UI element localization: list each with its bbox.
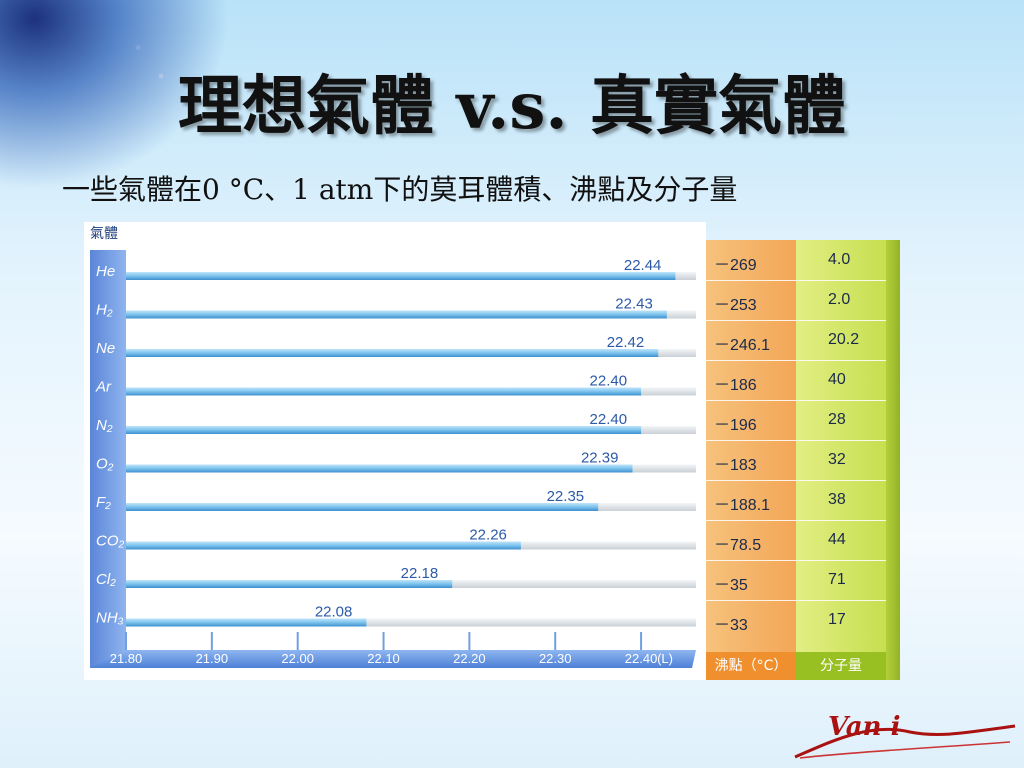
molar-volume-chart: 氣體 He 22.44 H₂ 22.43 Ne 22.42 Ar 22.40 N₂ 22.40 O₂… xyxy=(90,226,696,668)
value-label: 22.18 xyxy=(401,565,439,582)
boiling-point-cell: －188.1 xyxy=(714,497,771,514)
value-label: 22.39 xyxy=(581,450,619,467)
x-tick-label: 21.80 xyxy=(110,651,143,666)
table-row-divider xyxy=(706,560,886,561)
molar-mass-cell: 20.2 xyxy=(828,331,860,348)
bar-NH3 xyxy=(126,618,367,627)
bar-He xyxy=(126,272,676,280)
value-label: 22.44 xyxy=(624,257,662,274)
boiling-point-cell: －186 xyxy=(714,377,757,394)
table-row-divider xyxy=(706,280,886,281)
category-label: CO₂ xyxy=(96,533,125,550)
bar-Ne xyxy=(126,349,659,357)
table-row-divider xyxy=(706,480,886,481)
x-unit-label: (L) xyxy=(657,651,673,666)
value-label: 22.26 xyxy=(469,527,507,544)
table-row-divider xyxy=(706,400,886,401)
boiling-point-cell: －35 xyxy=(714,577,748,594)
molar-mass-cell: 71 xyxy=(828,571,846,588)
data-table: －269 4.0 －253 2.0 －246.1 20.2 －186 40 －196 28 －183… xyxy=(706,240,900,680)
boiling-point-cell: －183 xyxy=(714,457,757,474)
molar-mass-cell: 17 xyxy=(828,611,846,628)
boiling-point-cell: －246.1 xyxy=(714,337,771,354)
x-tick-label: 22.30 xyxy=(539,651,572,666)
boiling-point-header: 沸點（°C） xyxy=(706,652,796,680)
value-label: 22.42 xyxy=(607,334,645,351)
molar-mass-cell: 28 xyxy=(828,411,846,428)
bar-N2 xyxy=(126,426,642,434)
molar-mass-cell: 32 xyxy=(828,451,846,468)
molar-mass-cell: 40 xyxy=(828,371,846,388)
axis-floor xyxy=(90,650,696,668)
chart-panel: 氣體 He 22.44 H₂ 22.43 Ne 22.42 Ar 22.40 N₂ 22.40 O₂… xyxy=(84,222,706,680)
molar-mass-header: 分子量 xyxy=(796,652,886,680)
value-label: 22.35 xyxy=(547,488,585,505)
x-tick-label: 22.00 xyxy=(281,651,314,666)
category-label: H₂ xyxy=(96,302,113,319)
table-row-divider xyxy=(706,600,886,601)
value-label: 22.08 xyxy=(315,604,353,621)
column-side-face xyxy=(886,240,900,680)
logo-swoosh xyxy=(794,724,1016,759)
molar-mass-cell: 44 xyxy=(828,531,846,548)
x-tick-label: 22.40 xyxy=(625,651,658,666)
category-label: Ne xyxy=(96,340,115,357)
bar-H2 xyxy=(126,310,667,319)
x-tick-label: 22.20 xyxy=(453,651,486,666)
slide-title: 理想氣體 v.s. 真實氣體 xyxy=(178,69,846,144)
molar-mass-cell: 38 xyxy=(828,491,846,508)
boiling-point-cell: －196 xyxy=(714,417,757,434)
axis-wall xyxy=(90,250,126,668)
x-tick-label: 22.10 xyxy=(367,651,400,666)
value-label: 22.40 xyxy=(590,411,628,428)
category-label: N₂ xyxy=(96,417,113,434)
category-label: Ar xyxy=(95,379,112,396)
bar-F2 xyxy=(126,503,599,511)
x-tick-label: 21.90 xyxy=(196,651,229,666)
boiling-point-cell: －253 xyxy=(714,297,757,314)
molar-mass-column xyxy=(796,240,886,680)
bar-CO2 xyxy=(126,541,521,550)
table-row-divider xyxy=(706,320,886,321)
logo-text: Van i xyxy=(828,712,901,742)
corner-decoration xyxy=(0,0,230,190)
molar-mass-cell: 2.0 xyxy=(828,291,851,308)
table-row-divider xyxy=(706,360,886,361)
value-label: 22.43 xyxy=(615,296,653,313)
bar-ghost xyxy=(126,618,696,627)
bar-Ar xyxy=(126,387,642,396)
boiling-point-cell: －269 xyxy=(714,257,757,274)
y-axis-label: 氣體 xyxy=(90,226,118,242)
molar-mass-cell: 4.0 xyxy=(828,251,851,268)
category-label: F₂ xyxy=(96,494,111,511)
category-label: O₂ xyxy=(96,456,114,473)
slide-subtitle: 一些氣體在0 °C、1 atm下的莫耳體積、沸點及分子量 xyxy=(62,173,738,206)
boiling-point-cell: －78.5 xyxy=(714,537,762,554)
bar-O2 xyxy=(126,464,633,473)
table-row-divider xyxy=(706,520,886,521)
table-row-divider xyxy=(706,440,886,441)
value-label: 22.40 xyxy=(590,373,628,390)
category-label: NH₃ xyxy=(96,610,124,627)
category-label: Cl₂ xyxy=(96,571,116,588)
category-label: He xyxy=(96,263,115,280)
boiling-point-column xyxy=(706,240,796,680)
boiling-point-cell: －33 xyxy=(714,617,748,634)
bar-Cl2 xyxy=(126,580,453,588)
